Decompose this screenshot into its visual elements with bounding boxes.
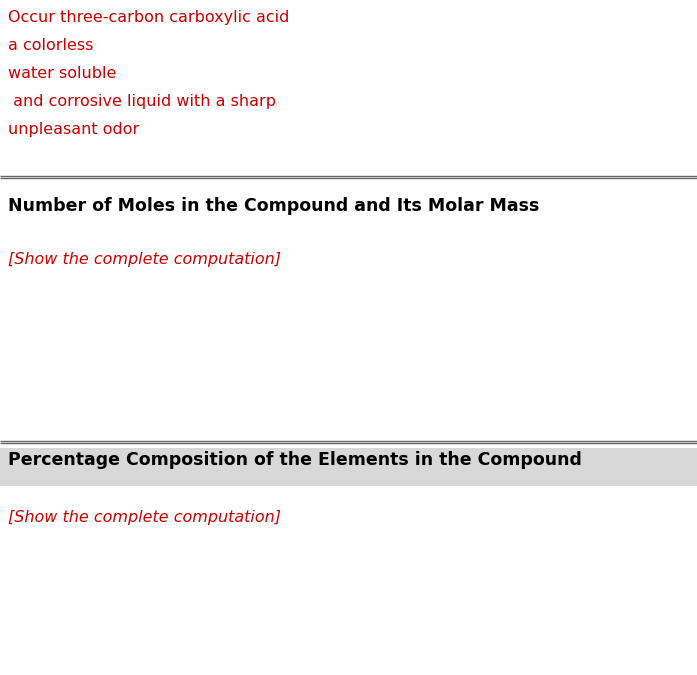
Text: water soluble: water soluble — [8, 66, 116, 81]
Text: and corrosive liquid with a sharp: and corrosive liquid with a sharp — [8, 94, 276, 109]
Text: [Show the complete computation]: [Show the complete computation] — [8, 252, 281, 267]
Text: a colorless: a colorless — [8, 38, 93, 53]
Text: Occur three-carbon carboxylic acid: Occur three-carbon carboxylic acid — [8, 10, 289, 25]
Bar — [0, 448, 697, 486]
Text: Percentage Composition of the Elements in the Compound: Percentage Composition of the Elements i… — [8, 451, 582, 469]
Text: unpleasant odor: unpleasant odor — [8, 122, 139, 137]
Text: [Show the complete computation]: [Show the complete computation] — [8, 510, 281, 525]
Text: Number of Moles in the Compound and Its Molar Mass: Number of Moles in the Compound and Its … — [8, 197, 539, 215]
